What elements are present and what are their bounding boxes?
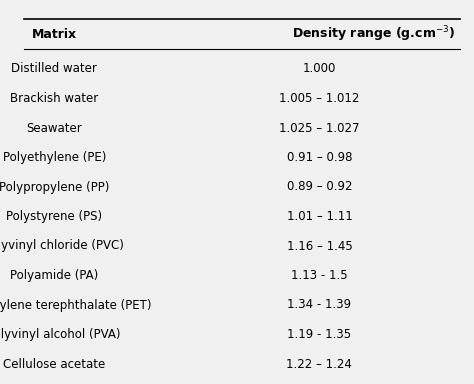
Text: 1.34 - 1.39: 1.34 - 1.39 [287,298,351,311]
Text: 1.22 – 1.24: 1.22 – 1.24 [286,358,352,371]
Text: Polyvinyl chloride (PVC): Polyvinyl chloride (PVC) [0,240,124,253]
Text: 1.01 – 1.11: 1.01 – 1.11 [286,210,352,223]
Text: Seawater: Seawater [27,121,82,134]
Text: 1.13 - 1.5: 1.13 - 1.5 [291,269,348,282]
Text: 0.89 – 0.92: 0.89 – 0.92 [287,180,352,194]
Text: Cellulose acetate: Cellulose acetate [3,358,105,371]
Text: Matrix: Matrix [32,28,77,40]
Text: Polystyrene (PS): Polystyrene (PS) [6,210,102,223]
Text: Polypropylene (PP): Polypropylene (PP) [0,180,109,194]
Text: 1.19 - 1.35: 1.19 - 1.35 [287,328,351,341]
Text: Brackish water: Brackish water [10,92,98,105]
Text: Polyethylene terephthalate (PET): Polyethylene terephthalate (PET) [0,298,152,311]
Text: 1.005 – 1.012: 1.005 – 1.012 [279,92,360,105]
Text: Distilled water: Distilled water [11,63,97,76]
Text: 1.025 – 1.027: 1.025 – 1.027 [279,121,360,134]
Text: 1.000: 1.000 [303,63,336,76]
Text: Density range (g.cm$^{-3}$): Density range (g.cm$^{-3}$) [292,24,456,44]
Text: Polyethylene (PE): Polyethylene (PE) [2,151,106,164]
Text: 1.16 – 1.45: 1.16 – 1.45 [286,240,352,253]
Text: Polyamide (PA): Polyamide (PA) [10,269,98,282]
Text: 0.91 – 0.98: 0.91 – 0.98 [287,151,352,164]
Text: Polyvinyl alcohol (PVA): Polyvinyl alcohol (PVA) [0,328,121,341]
